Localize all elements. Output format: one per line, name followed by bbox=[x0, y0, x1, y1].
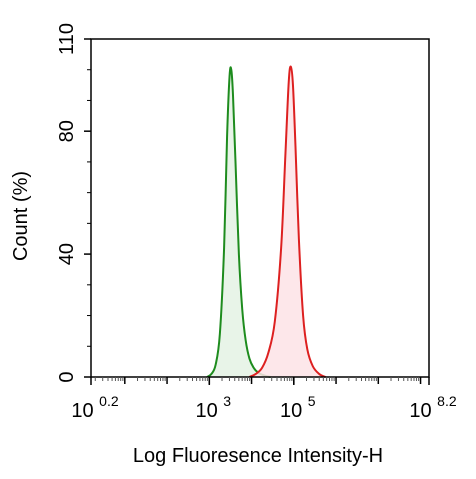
x-tick-label: 10 8.2 bbox=[409, 393, 456, 422]
x-tick-base: 10 bbox=[195, 400, 223, 422]
x-tick-label: 10 5 bbox=[280, 393, 316, 422]
y-axis-title: Count (%) bbox=[10, 171, 32, 261]
x-tick-base: 10 bbox=[280, 400, 308, 422]
x-tick-label: 10 3 bbox=[195, 393, 231, 422]
series-1-area bbox=[207, 67, 271, 378]
series-2-line bbox=[249, 65, 326, 378]
x-tick-base: 10 bbox=[409, 400, 437, 422]
y-tick-label: 80 bbox=[56, 120, 78, 142]
x-axis-title: Log Fluoresence Intensity-H bbox=[133, 445, 383, 467]
y-tick-label: 110 bbox=[56, 23, 78, 55]
series-1-line bbox=[206, 66, 271, 378]
x-tick-exponent: 0.2 bbox=[99, 393, 119, 409]
x-tick-exponent: 3 bbox=[223, 393, 231, 409]
x-tick-exponent: 5 bbox=[308, 393, 316, 409]
x-tick-label: 10 0.2 bbox=[71, 393, 118, 422]
curves-layer bbox=[206, 65, 326, 378]
series-2-area bbox=[249, 66, 326, 377]
y-tick-label: 40 bbox=[56, 243, 78, 265]
x-tick-base: 10 bbox=[71, 400, 99, 422]
plot-frame bbox=[90, 38, 430, 378]
x-tick-exponent: 8.2 bbox=[437, 393, 457, 409]
y-tick-label: 0 bbox=[56, 371, 78, 382]
